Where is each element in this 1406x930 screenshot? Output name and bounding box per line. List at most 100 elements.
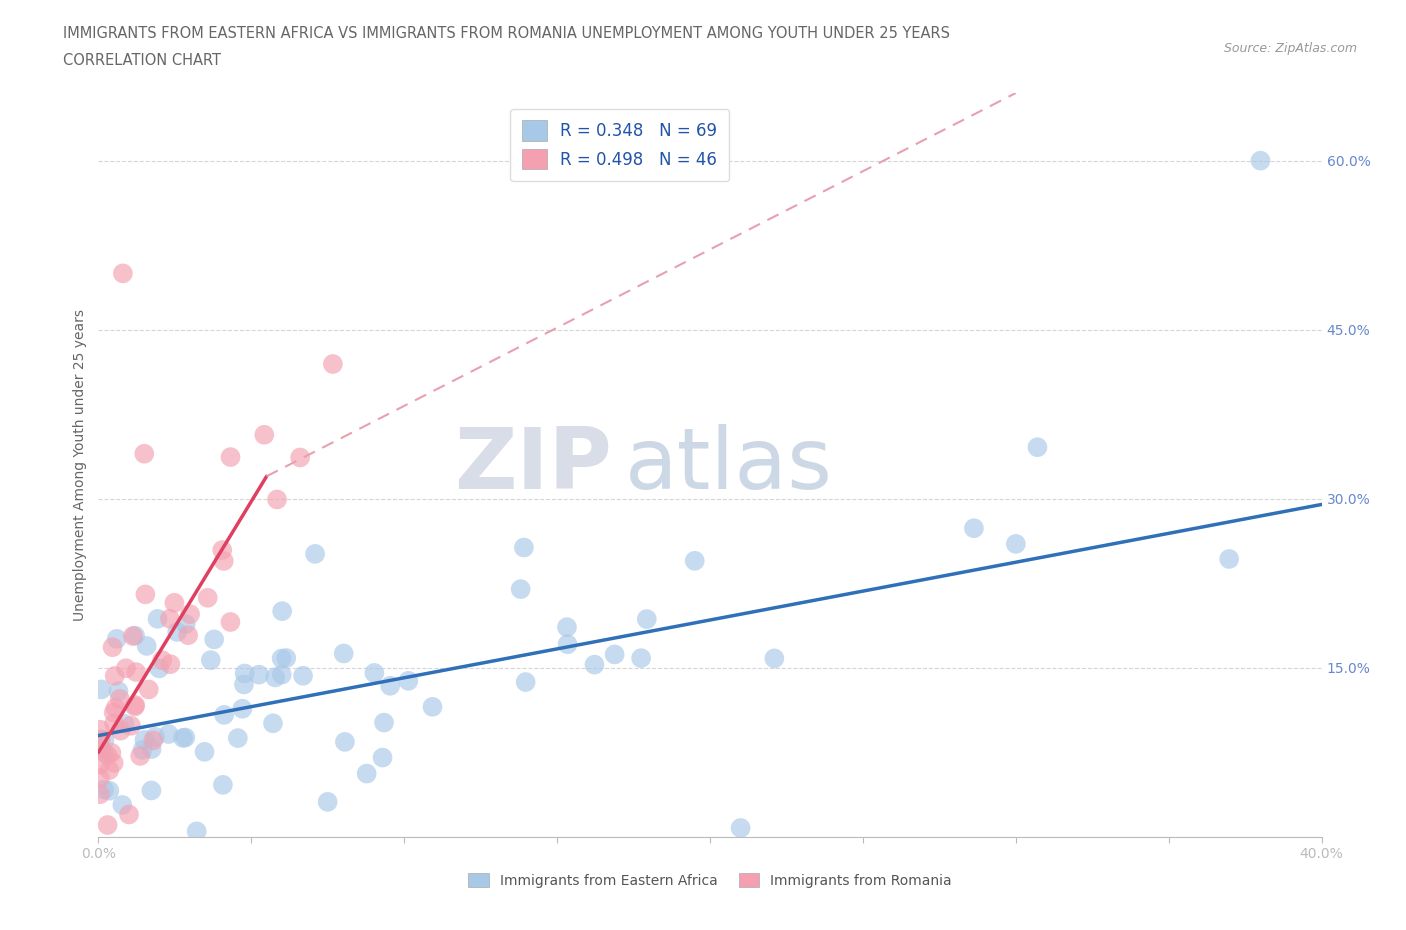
Point — [292, 669, 315, 684]
Point — [90, 732, 112, 747]
Point — [115, 661, 138, 676]
Point — [630, 651, 652, 666]
Point — [93, 745, 115, 760]
Legend: Immigrants from Eastern Africa, Immigrants from Romania: Immigrants from Eastern Africa, Immigran… — [463, 868, 957, 894]
Point — [174, 730, 197, 745]
Point — [111, 798, 134, 813]
Point — [304, 547, 326, 562]
Point — [89, 723, 111, 737]
Point — [179, 606, 201, 621]
Point — [730, 820, 752, 835]
Point — [270, 651, 292, 666]
Point — [233, 677, 256, 692]
Point — [270, 667, 292, 682]
Point — [110, 724, 132, 738]
Point — [1004, 537, 1026, 551]
Point — [212, 777, 235, 792]
Point — [163, 595, 186, 610]
Point — [120, 718, 142, 733]
Point — [103, 705, 125, 720]
Point — [89, 771, 111, 786]
Point — [90, 682, 112, 697]
Point — [98, 763, 121, 777]
Point — [93, 733, 115, 748]
Point — [212, 708, 235, 723]
Point — [159, 611, 181, 626]
Point — [124, 699, 146, 714]
Point — [211, 542, 233, 557]
Point — [247, 667, 270, 682]
Point — [262, 716, 284, 731]
Point — [202, 632, 225, 647]
Point — [363, 666, 385, 681]
Point — [332, 646, 354, 661]
Point — [98, 783, 121, 798]
Text: Source: ZipAtlas.com: Source: ZipAtlas.com — [1223, 42, 1357, 55]
Point — [104, 669, 127, 684]
Point — [186, 824, 208, 839]
Point — [112, 716, 135, 731]
Text: CORRELATION CHART: CORRELATION CHART — [63, 53, 221, 68]
Point — [200, 653, 222, 668]
Text: IMMIGRANTS FROM EASTERN AFRICA VS IMMIGRANTS FROM ROMANIA UNEMPLOYMENT AMONG YOU: IMMIGRANTS FROM EASTERN AFRICA VS IMMIGR… — [63, 26, 950, 41]
Point — [515, 674, 537, 689]
Point — [288, 450, 311, 465]
Point — [104, 700, 127, 715]
Point — [125, 665, 148, 680]
Point — [100, 745, 122, 760]
Point — [111, 266, 134, 281]
Point — [197, 591, 219, 605]
Point — [212, 553, 235, 568]
Point — [141, 783, 163, 798]
Point — [603, 647, 626, 662]
Point — [219, 449, 242, 464]
Point — [174, 617, 197, 631]
Point — [193, 744, 215, 759]
Point — [107, 684, 129, 698]
Point — [177, 628, 200, 643]
Point — [231, 701, 253, 716]
Point — [122, 629, 145, 644]
Point — [135, 639, 157, 654]
Point — [396, 673, 419, 688]
Point — [159, 657, 181, 671]
Point — [1249, 153, 1271, 168]
Point — [636, 612, 658, 627]
Point — [1218, 551, 1240, 566]
Point — [226, 731, 249, 746]
Point — [89, 787, 111, 802]
Point — [129, 749, 152, 764]
Point — [124, 698, 146, 712]
Point — [683, 553, 706, 568]
Point — [143, 729, 166, 744]
Point — [124, 629, 146, 644]
Point — [105, 631, 128, 646]
Text: atlas: atlas — [624, 423, 832, 507]
Point — [422, 699, 444, 714]
Y-axis label: Unemployment Among Youth under 25 years: Unemployment Among Youth under 25 years — [73, 309, 87, 621]
Point — [96, 748, 118, 763]
Point — [264, 670, 287, 684]
Point — [172, 730, 194, 745]
Point — [356, 766, 378, 781]
Point — [583, 658, 606, 672]
Point — [148, 661, 170, 676]
Point — [266, 492, 288, 507]
Point — [963, 521, 986, 536]
Point — [316, 794, 339, 809]
Point — [150, 653, 173, 668]
Point — [276, 651, 298, 666]
Point — [97, 817, 120, 832]
Point — [555, 619, 578, 634]
Point — [134, 446, 156, 461]
Point — [233, 666, 256, 681]
Point — [509, 581, 531, 596]
Point — [141, 742, 163, 757]
Point — [93, 782, 115, 797]
Point — [134, 587, 156, 602]
Point — [271, 604, 294, 618]
Point — [131, 742, 153, 757]
Point — [146, 611, 169, 626]
Point — [157, 726, 180, 741]
Point — [253, 428, 276, 443]
